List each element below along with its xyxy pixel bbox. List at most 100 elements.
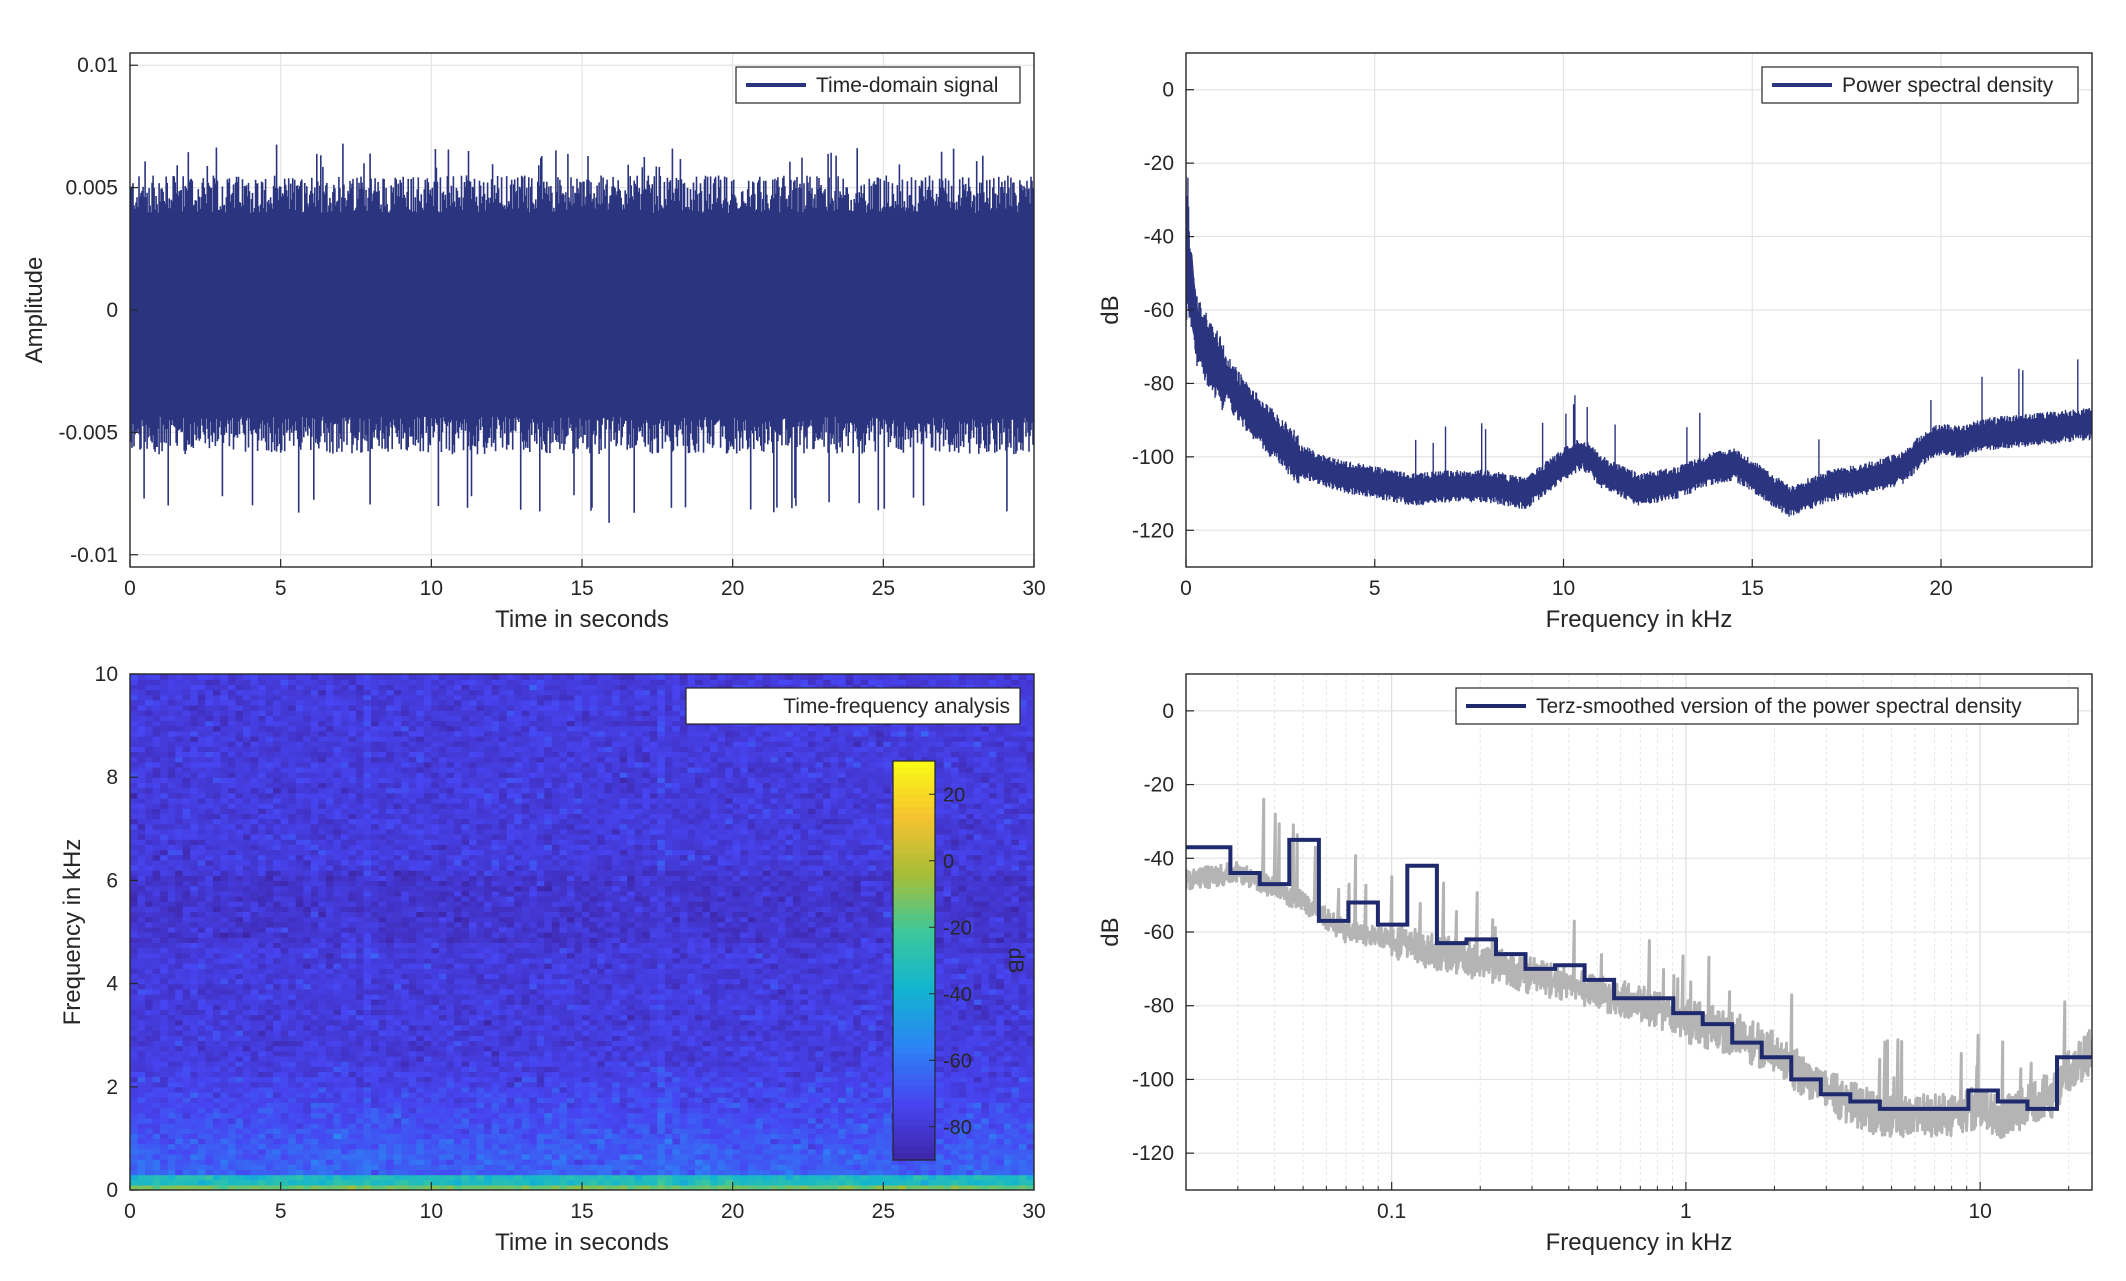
spectrogram-cell [665,1082,673,1088]
spectrogram-cell [740,1056,748,1062]
spectrogram-cell [695,1035,703,1041]
spectrogram-cell [356,1123,364,1129]
spectrogram-cell [936,1077,944,1083]
spectrogram-cell [914,1180,922,1186]
spectrogram-cell [228,1015,236,1021]
spectrogram-cell [989,999,997,1005]
spectrogram-cell [801,1030,809,1036]
spectrogram-cell [1011,1123,1019,1129]
spectrogram-cell [349,1035,357,1041]
spectrogram-cell [168,1107,176,1113]
spectrogram-cell [763,1004,771,1010]
spectrogram-cell [288,1056,296,1062]
spectrogram-cell [333,1097,341,1103]
spectrogram-cell [552,1180,560,1186]
spectrogram-cell [439,1092,447,1098]
spectrogram-cell [349,1015,357,1021]
spectrogram-cell [462,1035,470,1041]
spectrogram-cell [944,1015,952,1021]
spectrogram-cell [416,994,424,1000]
spectrogram-cell [462,1133,470,1139]
spectrogram-cell [281,1154,289,1160]
spectrogram-cell [409,1082,417,1088]
spectrogram-cell [665,1092,673,1098]
spectrogram-cell [439,1046,447,1052]
spectrogram-cell [974,1046,982,1052]
spectrogram-cell [499,1097,507,1103]
spectrogram-cell [552,1066,560,1072]
spectrogram-cell [627,1020,635,1026]
spectrogram-cell [168,1087,176,1093]
spectrogram-cell [801,1087,809,1093]
spectrogram-cell [559,1123,567,1129]
spectrogram-cell [785,1015,793,1021]
spectrogram-cell [665,1071,673,1077]
spectrogram-cell [416,1175,424,1181]
spectrogram-cell [605,1040,613,1046]
spectrogram-cell [989,1025,997,1031]
spectrogram-cell [891,1164,899,1170]
spectrogram-cell [251,1051,259,1057]
spectrogram-cell [477,1144,485,1150]
spectrogram-cell [559,1144,567,1150]
spectrogram-cell [650,1144,658,1150]
spectrogram-cell [537,1066,545,1072]
spectrogram-cell [695,1138,703,1144]
spectrogram-cell [296,1071,304,1077]
spectrogram-cell [823,1030,831,1036]
spectrogram-cell [718,1118,726,1124]
spectrogram-cell [318,1040,326,1046]
spectrogram-cell [665,999,673,1005]
spectrogram-cell [883,1107,891,1113]
spectrogram-cell [755,1056,763,1062]
spectrogram-cell [416,1009,424,1015]
spectrogram-cell [379,978,387,984]
spectrogram-cell [183,1133,191,1139]
spectrogram-cell [469,1180,477,1186]
spectrogram-cell [311,1144,319,1150]
spectrogram-cell [672,1123,680,1129]
spectrogram-cell [755,1138,763,1144]
spectrogram-cell [251,1087,259,1093]
spectrogram-cell [296,1128,304,1134]
spectrogram-cell [861,1051,869,1057]
spectrogram-cell [846,1102,854,1108]
spectrogram-cell [672,1077,680,1083]
spectrogram-cell [379,1159,387,1165]
spectrogram-cell [544,1051,552,1057]
spectrogram-cell [499,978,507,984]
spectrogram-cell [944,1138,952,1144]
spectrogram-cell [846,1169,854,1175]
spectrogram-cell [228,1082,236,1088]
spectrogram-cell [311,1087,319,1093]
spectrogram-cell [597,994,605,1000]
spectrogram-cell [273,1128,281,1134]
spectrogram-cell [883,1102,891,1108]
spectrogram-cell [213,1025,221,1031]
spectrogram-cell [710,989,718,995]
spectrogram-cell [296,1123,304,1129]
spectrogram-cell [612,978,620,984]
spectrogram-cell [695,1004,703,1010]
spectrogram-cell [198,1077,206,1083]
spectrogram-cell [748,1118,756,1124]
spectrogram-cell [635,1107,643,1113]
spectrogram-cell [612,1066,620,1072]
spectrogram-cell [205,1056,213,1062]
spectrogram-cell [552,978,560,984]
spectrogram-cell [590,1025,598,1031]
spectrogram-cell [153,1154,161,1160]
spectrogram-cell [966,1097,974,1103]
spectrogram-cell [371,994,379,1000]
spectrogram-cell [552,1071,560,1077]
spectrogram-cell [778,1056,786,1062]
spectrogram-cell [138,1046,146,1052]
spectrogram-cell [718,978,726,984]
spectrogram-cell [898,1164,906,1170]
spectrogram-cell [251,1035,259,1041]
spectrogram-cell [499,1071,507,1077]
spectrogram-cell [861,1128,869,1134]
spectrogram-cell [356,1087,364,1093]
spectrogram-cell [138,1056,146,1062]
spectrogram-cell [567,1040,575,1046]
